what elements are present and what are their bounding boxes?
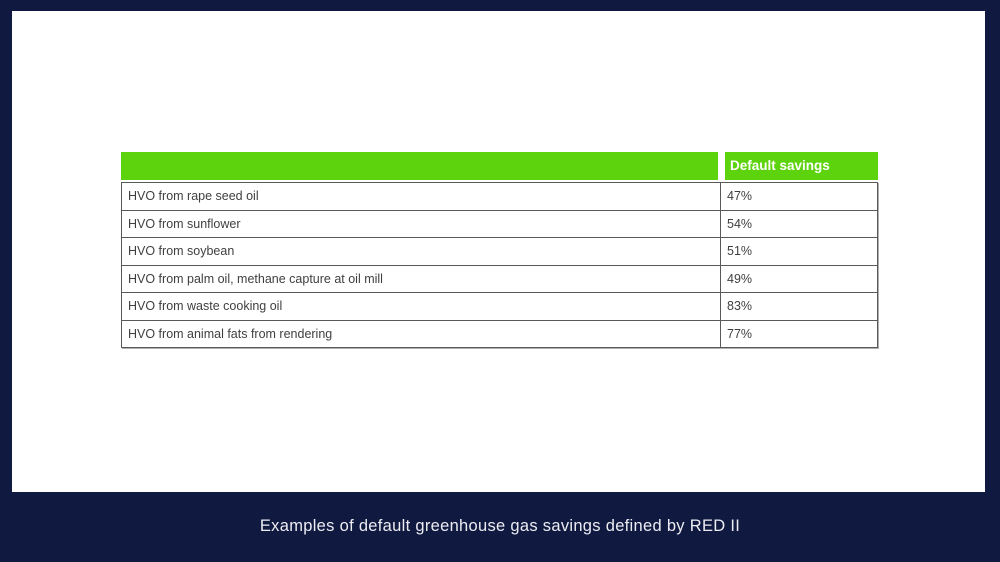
row-value: 77% xyxy=(727,326,753,341)
row-label: HVO from waste cooking oil xyxy=(122,293,721,320)
row-label: HVO from animal fats from rendering xyxy=(122,320,721,347)
row-value: 83% xyxy=(727,299,753,313)
table-row: HVO from soybean 51% xyxy=(122,238,877,266)
table-header-row: Default savings xyxy=(121,152,878,180)
row-label: HVO from rape seed oil xyxy=(122,183,721,210)
row-label: HVO from sunflower xyxy=(122,210,721,237)
row-label: HVO from soybean xyxy=(122,238,721,265)
row-value: 47% xyxy=(727,189,753,203)
header-cell-default-savings: Default savings xyxy=(725,152,878,180)
header-cell-feedstock xyxy=(121,152,718,180)
row-value: 49% xyxy=(727,271,753,286)
table-row: HVO from animal fats from rendering 77% xyxy=(122,320,877,347)
table-body: HVO from rape seed oil 47% HVO from sunf… xyxy=(121,182,878,348)
table-row: HVO from palm oil, methane capture at oi… xyxy=(122,265,877,293)
row-label: HVO from palm oil, methane capture at oi… xyxy=(122,265,721,292)
table-row: HVO from sunflower 54% xyxy=(122,210,877,238)
content-panel: Default savings HVO from rape seed oil 4… xyxy=(12,11,985,492)
default-savings-table: Default savings HVO from rape seed oil 4… xyxy=(121,152,878,348)
row-value: 54% xyxy=(727,216,753,231)
table-row: HVO from rape seed oil 47% xyxy=(122,183,877,211)
slide-caption: Examples of default greenhouse gas savin… xyxy=(259,517,741,535)
table-row: HVO from waste cooking oil 83% xyxy=(122,293,877,321)
row-value: 51% xyxy=(727,244,753,258)
